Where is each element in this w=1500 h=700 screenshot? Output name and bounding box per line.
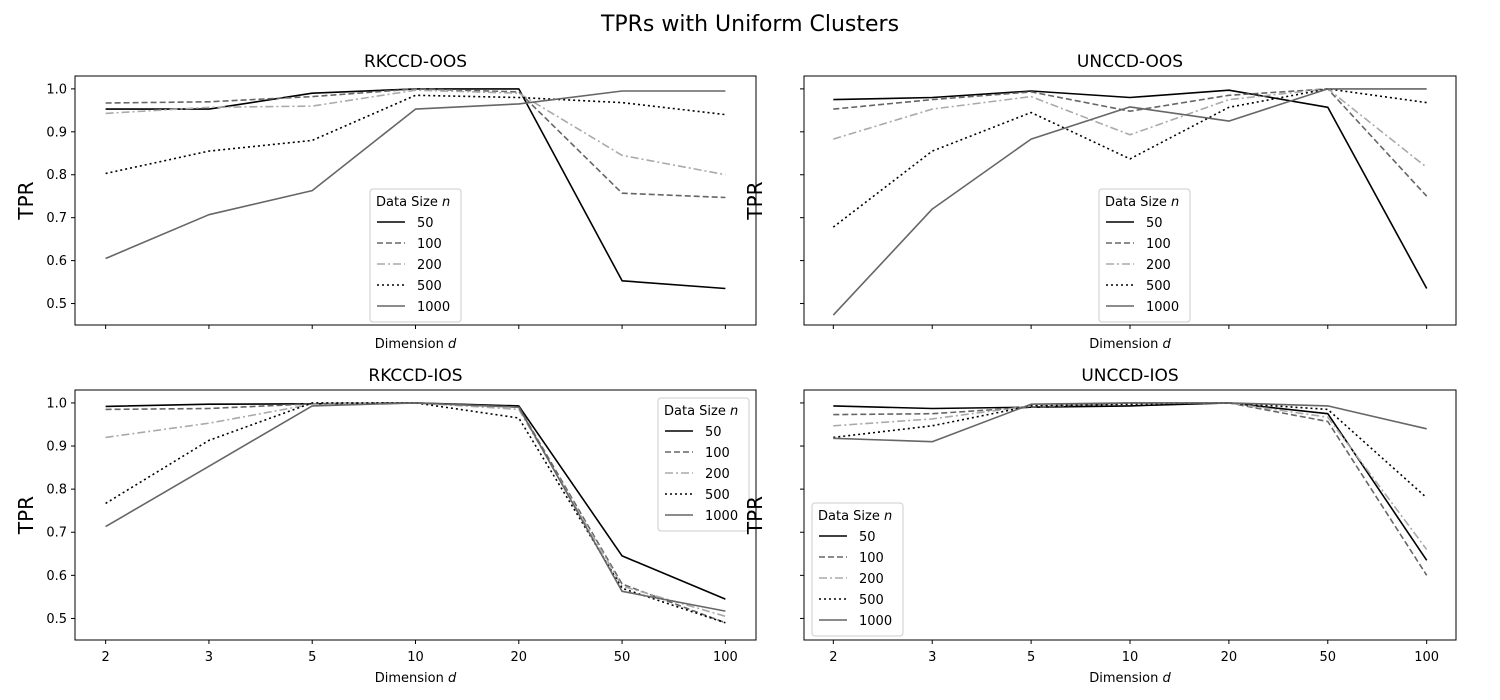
x-tick-label: 5 (1027, 650, 1035, 665)
x-tick-label: 5 (308, 650, 316, 665)
y-tick-label: 0.8 (46, 168, 67, 183)
x-tick-label: 3 (928, 650, 936, 665)
subplot-1: RKCCD-OOS 0.5 0.6 0.7 0.8 0.9 1.0 TPR Dimension … (14, 52, 757, 352)
series-line-n200 (833, 402, 1428, 550)
subplot-title: UNCCD-OOS (1077, 52, 1183, 72)
legend-label: 200 (705, 467, 730, 482)
subplot-title: UNCCD-IOS (1081, 366, 1178, 386)
y-tick-label: 1.0 (46, 82, 67, 97)
legend-label: 200 (859, 572, 884, 587)
legend-title: Data Size n (376, 195, 450, 210)
x-tick-label: 50 (1319, 650, 1336, 665)
y-axis-label: TPR (743, 181, 767, 220)
legend-label: 50 (417, 216, 434, 231)
legend-label: 100 (417, 237, 442, 252)
legend-label: 50 (705, 425, 722, 440)
subplot-4: UNCCD-IOS 2 3 5 10 20 50 100 TPR Dimension d Data … (743, 366, 1457, 686)
series-line-n1000 (833, 402, 1427, 443)
x-tick-label: 2 (102, 650, 110, 665)
subplot-2: UNCCD-OOS TPR Dimension d Data Size n 50 100 2… (743, 52, 1457, 352)
x-tick-label: 100 (1414, 650, 1439, 665)
figure-title: TPRs with Uniform Clusters (600, 12, 899, 37)
x-axis-label: Dimension d (1089, 337, 1171, 352)
x-axis-label: Dimension d (1089, 671, 1171, 686)
y-tick-label: 1.0 (46, 396, 67, 411)
legend-label: 500 (417, 279, 442, 294)
legend-label: 100 (859, 551, 884, 566)
legend-label: 100 (705, 446, 730, 461)
legend-title: Data Size n (818, 509, 892, 524)
series-line-n500 (832, 88, 1427, 228)
x-tick-label: 100 (713, 650, 738, 665)
series-line-n50 (833, 402, 1428, 561)
series-line-n500 (105, 94, 726, 175)
legend: Data Size n 50 100 200 500 1000 (1098, 188, 1191, 323)
series-line-n500 (105, 402, 726, 624)
legend-label: 50 (859, 530, 876, 545)
series-line-n1000 (832, 88, 1427, 316)
y-tick-label: 0.6 (46, 254, 67, 269)
subplot-3: RKCCD-IOS 0.5 0.6 0.7 0.8 0.9 1.0 2 3 5 10 20 50 100 T… (14, 366, 757, 686)
y-tick-label: 0.9 (46, 440, 67, 455)
legend-title: Data Size n (1105, 195, 1179, 210)
series-line-n200 (105, 402, 726, 618)
series-line-n100 (105, 88, 726, 199)
y-tick-label: 0.6 (46, 569, 67, 584)
series-line-n50 (105, 402, 726, 600)
series-line-n1000 (105, 402, 726, 612)
y-tick-label: 0.7 (46, 211, 67, 226)
subplot-title: RKCCD-OOS (364, 52, 467, 72)
legend: Data Size n 50 100 200 500 1000 (657, 397, 750, 532)
x-tick-label: 10 (407, 650, 424, 665)
series-line-n100 (833, 88, 1428, 197)
legend-label: 200 (417, 258, 442, 273)
legend-label: 100 (1146, 237, 1171, 252)
x-tick-label: 2 (829, 650, 837, 665)
series-line-n500 (833, 402, 1428, 499)
x-tick-label: 20 (1221, 650, 1238, 665)
legend-label: 500 (859, 593, 884, 608)
y-axis-label: TPR (743, 496, 767, 535)
legend: Data Size n 50 100 200 500 1000 (811, 502, 904, 637)
y-tick-label: 0.5 (46, 612, 67, 627)
x-tick-label: 3 (205, 650, 213, 665)
legend-label: 500 (1146, 279, 1171, 294)
x-axis-label: Dimension d (375, 337, 457, 352)
legend-label: 200 (1146, 258, 1171, 273)
legend-label: 50 (1146, 216, 1163, 231)
y-tick-label: 0.8 (46, 483, 67, 498)
series-line-n1000 (105, 90, 726, 260)
legend-label: 1000 (705, 509, 738, 524)
x-axis-label: Dimension d (375, 671, 457, 686)
legend-label: 1000 (1146, 300, 1179, 315)
x-tick-label: 10 (1122, 650, 1139, 665)
legend-label: 500 (705, 488, 730, 503)
series-line-n50 (833, 89, 1428, 289)
series-line-n200 (105, 89, 726, 176)
y-tick-label: 0.7 (46, 526, 67, 541)
legend-title: Data Size n (664, 404, 738, 419)
x-tick-label: 50 (614, 650, 631, 665)
plot-frame (74, 389, 757, 641)
y-tick-label: 0.9 (46, 125, 67, 140)
legend: Data Size n 50 100 200 500 1000 (369, 188, 462, 323)
subplot-title: RKCCD-IOS (368, 366, 462, 386)
legend-label: 1000 (417, 300, 450, 315)
y-axis-label: TPR (14, 181, 38, 220)
x-tick-label: 20 (511, 650, 528, 665)
y-tick-label: 0.5 (46, 297, 67, 312)
legend-label: 1000 (859, 614, 892, 629)
y-axis-label: TPR (14, 496, 38, 535)
